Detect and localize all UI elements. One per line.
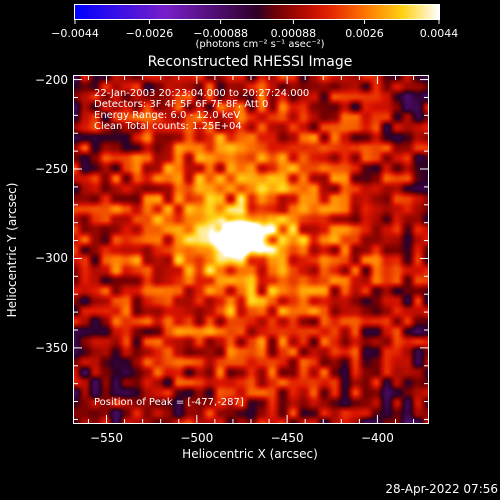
y-tick-label: −250 xyxy=(35,162,68,176)
x-tick-label: −450 xyxy=(270,431,304,445)
y-axis-label: Heliocentric Y (arcsec) xyxy=(5,182,19,318)
colorbar-unit-label: (photons cm⁻² s⁻¹ asec⁻²) xyxy=(195,39,325,50)
info-algorithm-counts: Clean Total counts: 1.25E+04 xyxy=(94,121,242,132)
heatmap-image xyxy=(73,75,429,424)
colorbar xyxy=(74,4,440,20)
timestamp: 28-Apr-2022 07:56 xyxy=(385,482,498,496)
colorbar-tick-label: −0.0026 xyxy=(125,27,174,40)
peak-position-label: Position of Peak = [-477,-287] xyxy=(94,397,244,408)
y-tick-label: −200 xyxy=(35,72,68,87)
x-tick-label: −400 xyxy=(360,431,394,445)
colorbar-tick-label: 0.0026 xyxy=(345,27,384,40)
y-tick-label: −350 xyxy=(35,340,68,355)
info-energy-range: Energy Range: 6.0 - 12.0 keV xyxy=(94,110,241,121)
x-axis-label: Heliocentric X (arcsec) xyxy=(182,447,318,461)
info-detectors: Detectors: 3F 4F 5F 6F 7F 8F, Att 0 xyxy=(94,99,269,110)
colorbar-tick-label: 0.0044 xyxy=(419,27,459,40)
heatmap-canvas xyxy=(74,76,428,423)
plot-title: Reconstructed RHESSI Image xyxy=(147,54,353,70)
x-tick-label: −500 xyxy=(180,431,214,445)
colorbar-tick-label: 0.00088 xyxy=(270,27,317,40)
x-tick-label: −550 xyxy=(90,431,123,445)
y-tick-label: −300 xyxy=(35,251,68,266)
info-date-range: 22-Jan-2003 20:23:04.000 to 20:27:24.000 xyxy=(94,88,310,99)
colorbar-tick-label: −0.0044 xyxy=(51,27,99,40)
colorbar-tick-label: −0.00088 xyxy=(193,27,248,40)
